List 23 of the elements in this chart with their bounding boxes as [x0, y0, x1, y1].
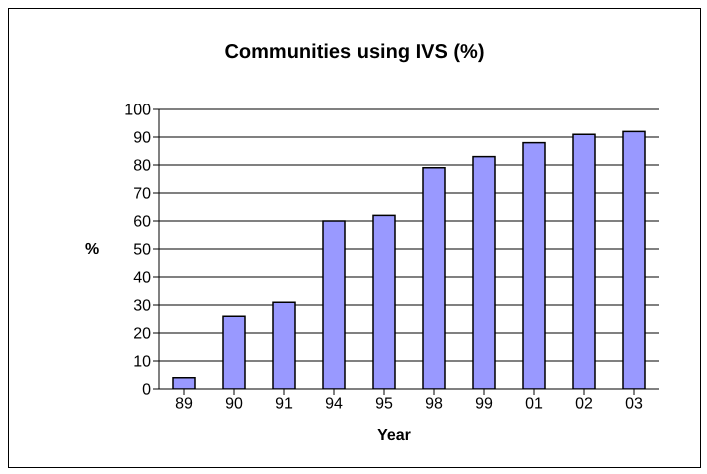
- y-axis-title: %: [85, 241, 100, 259]
- y-tick-label: 30: [133, 298, 152, 315]
- y-tick-label: 10: [133, 354, 152, 371]
- y-tick-label: 50: [133, 242, 152, 259]
- y-tick-label: 60: [133, 214, 152, 231]
- y-tick-label: 0: [142, 382, 152, 399]
- y-tick-label: 20: [133, 326, 152, 343]
- x-tick-label: 03: [625, 395, 643, 412]
- x-tick-label: 94: [325, 395, 343, 412]
- x-axis-title: Year: [376, 427, 412, 445]
- y-tick-label: 70: [133, 186, 152, 203]
- x-tick-label: 98: [425, 395, 443, 412]
- x-tick-label: 01: [525, 395, 543, 412]
- x-tick-label: 90: [225, 395, 243, 412]
- x-tick-label: 91: [275, 395, 293, 412]
- y-tick-label: 40: [133, 270, 152, 287]
- y-tick-label: 90: [133, 130, 152, 147]
- x-tick-label: 89: [175, 395, 193, 412]
- y-tick-label: 80: [133, 158, 152, 175]
- chart-title: Communities using IVS (%): [223, 41, 486, 64]
- x-tick-label: 99: [475, 395, 493, 412]
- x-tick-label: 02: [575, 395, 593, 412]
- x-tick-label: 95: [375, 395, 393, 412]
